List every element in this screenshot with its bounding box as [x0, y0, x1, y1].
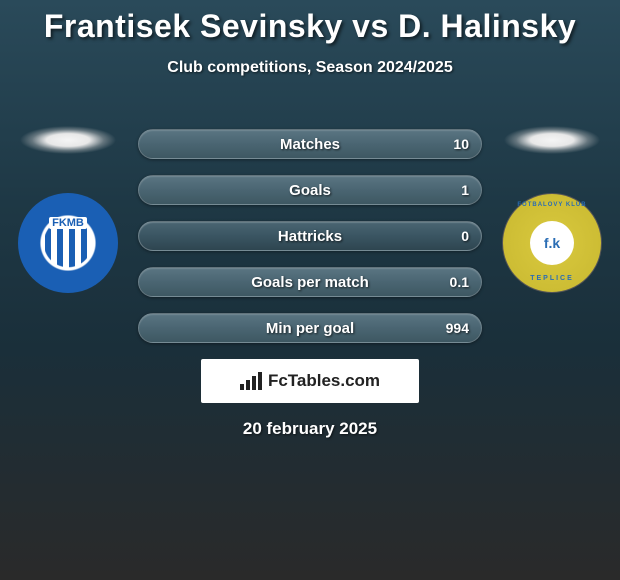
subtitle: Club competitions, Season 2024/2025: [0, 59, 620, 77]
stat-label: Min per goal: [266, 320, 354, 337]
stat-right-value: 10: [453, 136, 469, 152]
stat-right-value: 0.1: [450, 274, 469, 290]
club-logo-right: FOTBALOVY KLUB f.k TEPLICE: [502, 193, 602, 293]
stats-column: Matches 10 Goals 1 Hattricks 0 Goals per…: [138, 125, 482, 343]
stat-row-hattricks: Hattricks 0: [138, 221, 482, 251]
stat-right-value: 0: [461, 228, 469, 244]
player-right-silhouette: [502, 125, 602, 155]
date-label: 20 february 2025: [0, 419, 620, 439]
stat-label: Matches: [280, 136, 340, 153]
stat-right-value: 994: [446, 320, 469, 336]
stat-label: Goals: [289, 182, 331, 199]
club-right-inner: f.k: [530, 221, 574, 265]
branding-text: FcTables.com: [268, 371, 380, 391]
stat-row-matches: Matches 10: [138, 129, 482, 159]
stat-row-goals: Goals 1: [138, 175, 482, 205]
stat-row-goals-per-match: Goals per match 0.1: [138, 267, 482, 297]
club-logo-left: FKMB: [18, 193, 118, 293]
stat-row-min-per-goal: Min per goal 994: [138, 313, 482, 343]
club-right-top-text: FOTBALOVY KLUB: [517, 202, 586, 208]
left-column: FKMB: [8, 125, 128, 293]
stat-label: Hattricks: [278, 228, 342, 245]
club-left-abbr: FKMB: [49, 217, 87, 229]
page-title: Frantisek Sevinsky vs D. Halinsky: [0, 8, 620, 45]
comparison-card: Frantisek Sevinsky vs D. Halinsky Club c…: [0, 0, 620, 439]
stat-label: Goals per match: [251, 274, 369, 291]
branding-badge[interactable]: FcTables.com: [201, 359, 419, 403]
player-left-silhouette: [18, 125, 118, 155]
stat-right-value: 1: [461, 182, 469, 198]
bar-chart-icon: [240, 372, 262, 390]
right-column: FOTBALOVY KLUB f.k TEPLICE: [492, 125, 612, 293]
club-right-bottom-text: TEPLICE: [530, 275, 574, 282]
main-row: FKMB Matches 10 Goals 1 Hattricks 0: [0, 125, 620, 343]
